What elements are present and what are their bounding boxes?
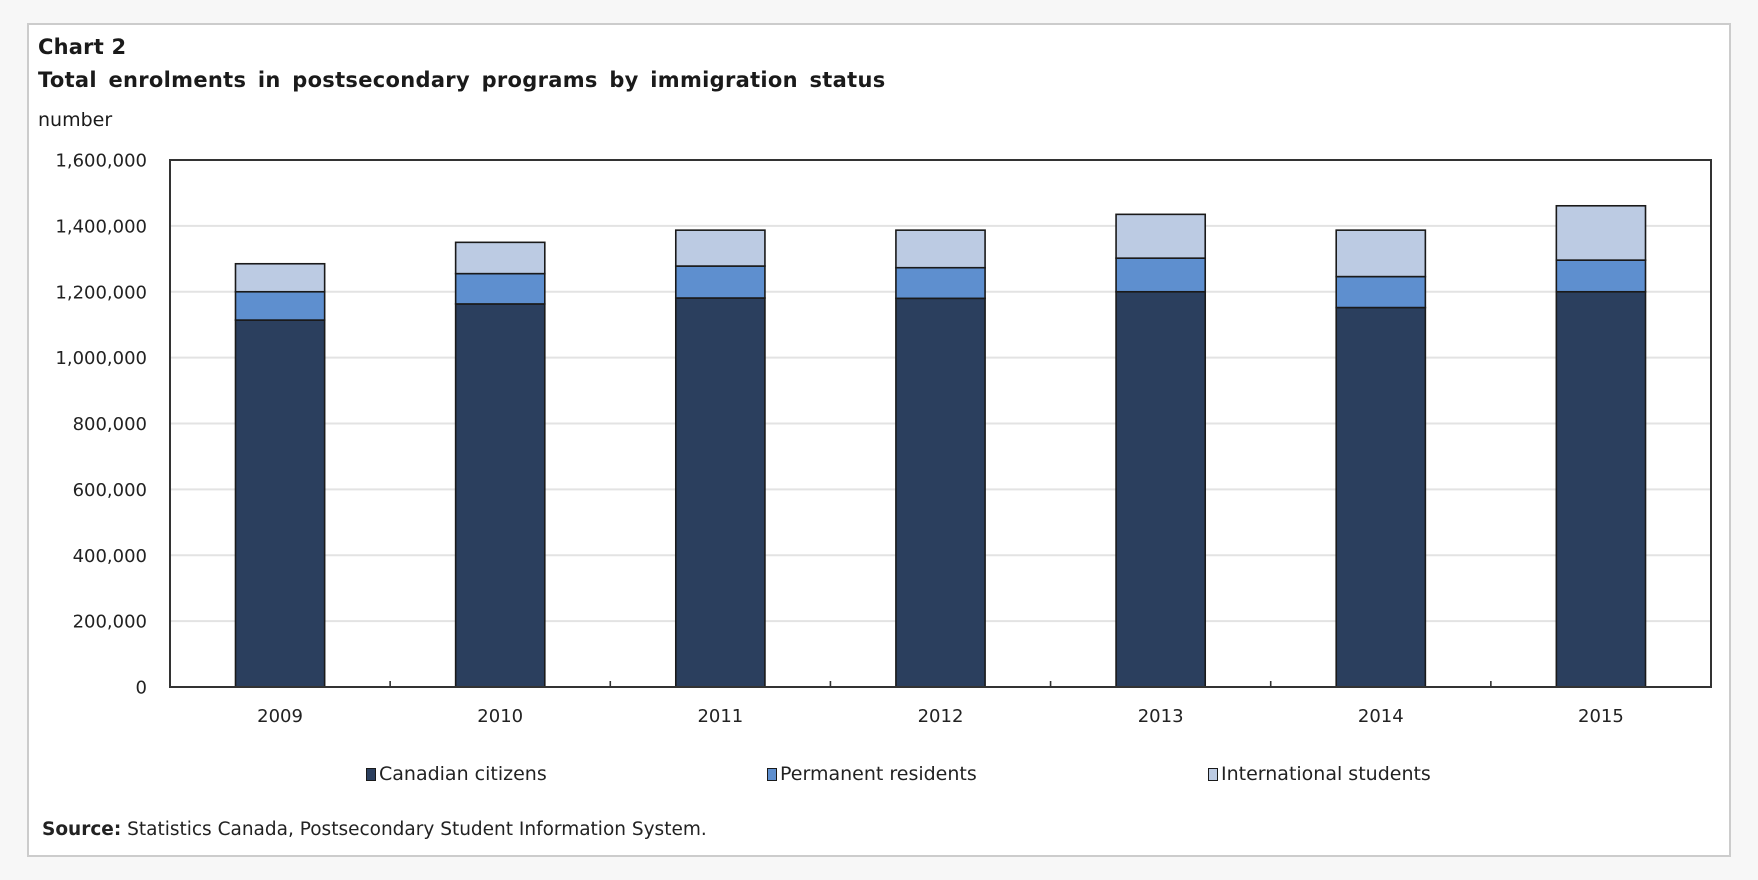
y-axis-tick-labels: 0 200,000 400,000 600,000 800,000 1,000,000 1,… xyxy=(55,151,147,699)
bar-segment-canadian-citizens xyxy=(1555,290,1647,688)
legend-swatch-canadian-citizens xyxy=(366,767,376,781)
y-tick-label: 1,200,000 xyxy=(55,282,147,303)
y-tick-label: 1,600,000 xyxy=(55,151,147,172)
bar-segment-international-students xyxy=(454,241,546,275)
bar-segment-canadian-citizens xyxy=(1115,290,1207,688)
chart-title: Total enrolments in postsecondary progra… xyxy=(38,68,886,92)
y-tick-label: 200,000 xyxy=(73,612,147,633)
bar-stack-2015 xyxy=(1555,204,1647,688)
bar-segment-canadian-citizens xyxy=(674,297,766,688)
chart-number: Chart 2 xyxy=(38,35,127,59)
x-tick-label: 2009 xyxy=(257,706,303,727)
bar-stack-2011 xyxy=(674,229,766,688)
source-label: Source: xyxy=(42,819,122,840)
bar-segment-canadian-citizens xyxy=(454,303,546,688)
bar-stack-2012 xyxy=(895,229,986,688)
bar-stack-2013 xyxy=(1115,213,1207,688)
legend-item-permanent-residents: Permanent residents xyxy=(767,763,977,785)
x-tick-label: 2012 xyxy=(918,706,964,727)
x-tick-label: 2014 xyxy=(1358,706,1404,727)
y-tick-label: 800,000 xyxy=(73,414,147,435)
bar-stack-2009 xyxy=(234,262,326,688)
y-axis-unit-label: number xyxy=(38,109,113,131)
bar-segment-canadian-citizens xyxy=(895,297,986,688)
x-axis-tick-labels: 2009 2010 2011 2012 2013 2014 2015 xyxy=(257,706,1624,727)
legend-swatch-permanent-residents xyxy=(767,767,777,781)
y-tick-label: 1,400,000 xyxy=(55,216,147,237)
bar-segment-international-students xyxy=(1335,229,1427,278)
source-text: Statistics Canada, Postsecondary Student… xyxy=(121,819,707,840)
bar-segment-permanent-residents xyxy=(674,265,766,299)
bar-segment-permanent-residents xyxy=(1115,257,1207,293)
legend-item-canadian-citizens: Canadian citizens xyxy=(366,763,547,785)
bar-segment-permanent-residents xyxy=(1555,259,1647,293)
bar-stack-2014 xyxy=(1335,229,1427,688)
y-tick-label: 600,000 xyxy=(73,480,147,501)
y-tick-label: 1,000,000 xyxy=(55,348,147,369)
legend-label: International students xyxy=(1221,763,1431,785)
legend: Canadian citizens Permanent residents In… xyxy=(0,763,1758,793)
bar-segment-permanent-residents xyxy=(895,266,986,300)
bar-segment-international-students xyxy=(674,229,766,267)
plot-border xyxy=(169,159,1712,688)
bars xyxy=(234,204,1647,688)
legend-label: Permanent residents xyxy=(780,763,977,785)
legend-item-international-students: International students xyxy=(1208,763,1431,785)
legend-label: Canadian citizens xyxy=(379,763,547,785)
x-tick-label: 2010 xyxy=(477,706,523,727)
bar-segment-canadian-citizens xyxy=(1335,306,1427,688)
y-tick-label: 400,000 xyxy=(73,546,147,567)
bar-stack-2010 xyxy=(454,241,546,688)
x-tick-label: 2015 xyxy=(1578,706,1624,727)
x-tick-label: 2013 xyxy=(1138,706,1184,727)
bar-segment-international-students xyxy=(1115,213,1207,259)
plot-frame xyxy=(169,159,1712,688)
y-tick-label: 0 xyxy=(136,678,147,699)
bar-segment-international-students xyxy=(895,229,986,269)
bar-segment-permanent-residents xyxy=(1335,275,1427,309)
legend-swatch-international-students xyxy=(1208,767,1218,781)
bar-segment-permanent-residents xyxy=(454,272,546,305)
bar-segment-canadian-citizens xyxy=(234,319,326,688)
x-tick-label: 2011 xyxy=(697,706,743,727)
bar-segment-permanent-residents xyxy=(234,290,326,321)
bar-segment-international-students xyxy=(1555,204,1647,261)
source-note: Source: Statistics Canada, Postsecondary… xyxy=(42,819,707,840)
bar-segment-international-students xyxy=(234,262,326,293)
